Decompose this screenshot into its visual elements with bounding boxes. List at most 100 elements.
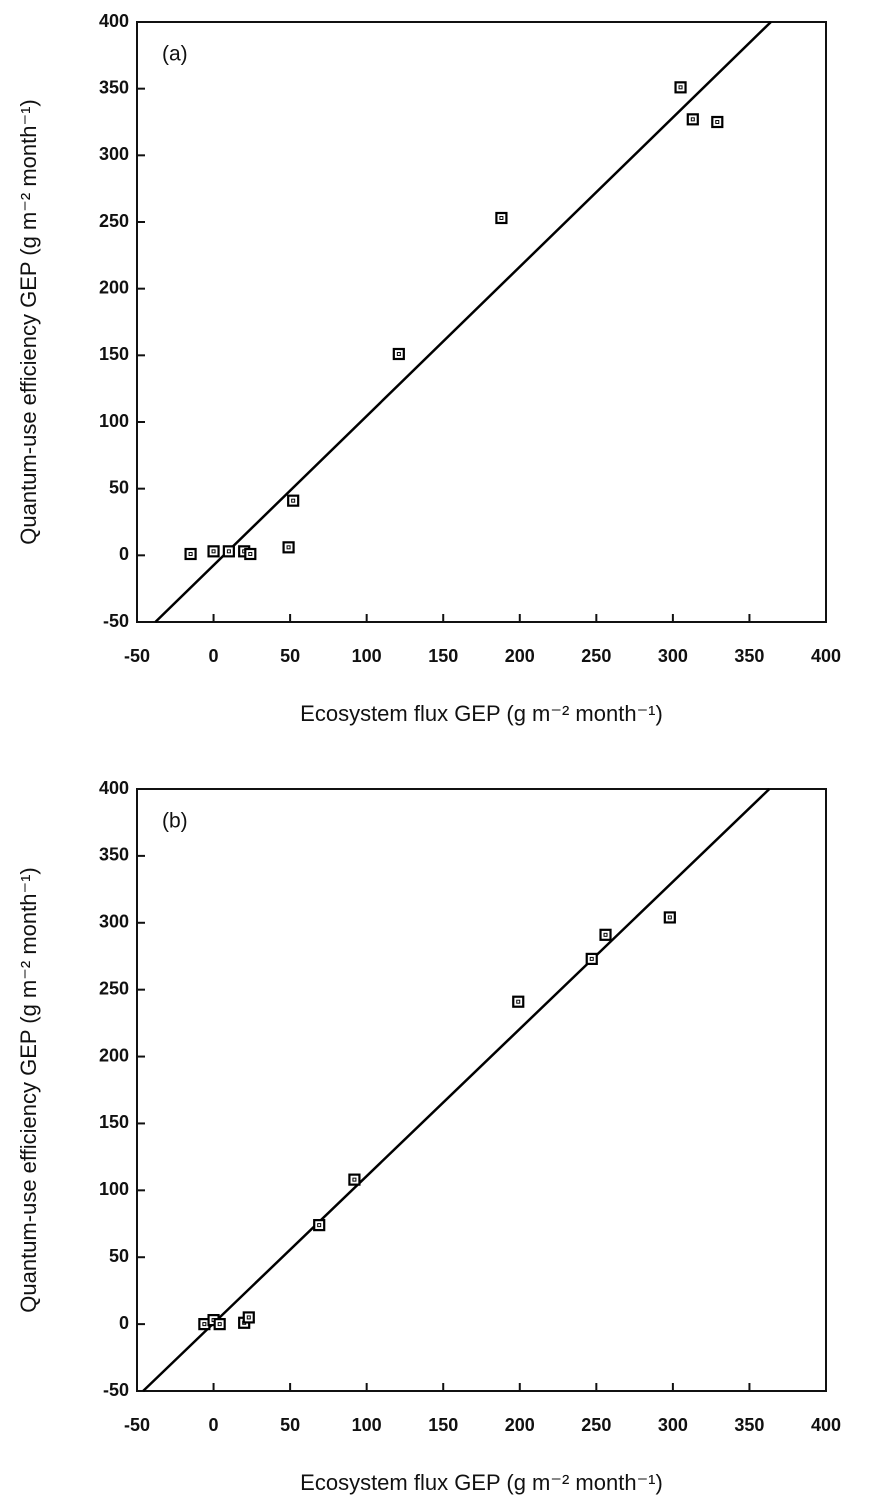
data-point: [244, 547, 257, 561]
data-point: [663, 911, 676, 924]
x-tick-label: 250: [581, 646, 611, 666]
x-tick-label: 50: [280, 1415, 300, 1435]
marker-outer: [244, 547, 257, 561]
marker-outer: [674, 81, 687, 94]
data-point: [242, 1311, 255, 1324]
marker-outer: [222, 545, 235, 558]
marker-outer: [348, 1173, 361, 1186]
x-axis-title: Ecosystem flux GEP (g m⁻² month⁻¹): [300, 701, 663, 726]
y-tick-label: 100: [99, 1179, 129, 1199]
y-tick-label: 200: [99, 277, 129, 297]
marker-outer: [242, 1311, 255, 1324]
x-tick-label: 50: [280, 646, 300, 666]
marker-inner: [211, 549, 216, 554]
marker-inner: [589, 956, 594, 961]
marker-inner: [188, 552, 193, 556]
marker-outer: [495, 211, 508, 225]
y-tick-label: 300: [99, 912, 129, 932]
x-tick-label: 250: [581, 1415, 611, 1435]
x-tick-label: 350: [734, 1415, 764, 1435]
marker-outer: [686, 113, 699, 126]
y-tick-label: 0: [119, 1313, 129, 1333]
data-point: [599, 928, 612, 941]
chart-panel: -50 0 50 100 150 200 250 300 350 400 -50 0 50 100 150 2…: [16, 11, 841, 726]
marker-inner: [286, 545, 291, 550]
y-tick-label: 0: [119, 544, 129, 564]
x-tick-label: 0: [209, 646, 219, 666]
marker-outer: [392, 347, 405, 361]
y-tick-label: 250: [99, 978, 129, 998]
data-point: [207, 545, 220, 558]
x-tick-label: 0: [209, 1415, 219, 1435]
data-point: [585, 952, 598, 965]
y-tick-label: 50: [109, 1246, 129, 1266]
marker-inner: [291, 498, 296, 503]
panel-label: (b): [162, 810, 188, 833]
marker-outer: [207, 545, 220, 558]
marker-inner: [248, 552, 253, 556]
marker-inner: [678, 85, 683, 90]
data-point: [495, 211, 508, 225]
y-tick-label: 400: [99, 778, 129, 798]
y-axis-title: Quantum-use efficiency GEP (g m⁻² month⁻…: [16, 99, 41, 544]
data-point: [313, 1219, 326, 1232]
panel-label: (a): [162, 43, 188, 66]
marker-outer: [585, 952, 598, 965]
data-point: [512, 995, 525, 1008]
marker-outer: [711, 115, 724, 129]
x-tick-label: 100: [352, 646, 382, 666]
x-tick-label: 350: [734, 646, 764, 666]
y-tick-label: -50: [103, 1380, 129, 1400]
x-tick-label: 100: [352, 1415, 382, 1435]
marker-inner: [352, 1177, 357, 1182]
marker-outer: [213, 1318, 226, 1331]
marker-inner: [226, 549, 231, 554]
x-tick-label: -50: [124, 1415, 150, 1435]
data-point: [348, 1173, 361, 1186]
marker-inner: [217, 1322, 222, 1327]
marker-outer: [287, 494, 300, 507]
data-point: [222, 545, 235, 558]
fit-line: [142, 788, 771, 1392]
y-tick-label: 200: [99, 1045, 129, 1065]
y-tick-label: 400: [99, 11, 129, 31]
marker-outer: [313, 1219, 326, 1232]
data-point: [686, 113, 699, 126]
data-point: [674, 81, 687, 94]
x-axis-title: Ecosystem flux GEP (g m⁻² month⁻¹): [300, 1470, 663, 1495]
marker-inner: [202, 1322, 207, 1327]
y-tick-label: 250: [99, 211, 129, 231]
x-tick-label: 150: [428, 646, 458, 666]
marker-inner: [516, 999, 521, 1004]
y-tick-label: -50: [103, 611, 129, 631]
y-tick-label: 300: [99, 144, 129, 164]
x-tick-label: 400: [811, 646, 841, 666]
marker-inner: [396, 352, 401, 356]
x-tick-label: -50: [124, 646, 150, 666]
data-point: [184, 547, 197, 561]
data-point: [392, 347, 405, 361]
y-tick-label: 50: [109, 477, 129, 497]
data-point: [213, 1318, 226, 1331]
x-tick-label: 300: [658, 646, 688, 666]
data-point: [282, 541, 295, 554]
y-axis-title: Quantum-use efficiency GEP (g m⁻² month⁻…: [16, 867, 41, 1312]
marker-inner: [715, 120, 720, 124]
x-tick-label: 200: [505, 1415, 535, 1435]
y-tick-label: 100: [99, 411, 129, 431]
marker-inner: [317, 1223, 322, 1228]
marker-inner: [499, 216, 504, 220]
marker-inner: [246, 1315, 251, 1320]
marker-inner: [690, 117, 695, 122]
chart-panel: -50 0 50 100 150 200 250 300 350 400 -50 0 50 100 150 2…: [16, 778, 841, 1495]
data-point: [711, 115, 724, 129]
x-tick-label: 300: [658, 1415, 688, 1435]
y-tick-label: 150: [99, 344, 129, 364]
x-tick-label: 150: [428, 1415, 458, 1435]
x-tick-label: 400: [811, 1415, 841, 1435]
marker-outer: [512, 995, 525, 1008]
marker-outer: [599, 928, 612, 941]
marker-outer: [663, 911, 676, 924]
data-point: [287, 494, 300, 507]
